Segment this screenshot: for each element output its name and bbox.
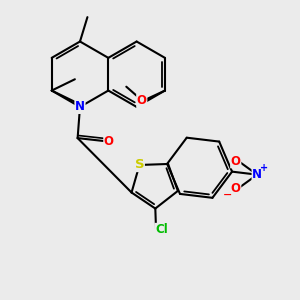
Text: S: S: [135, 158, 144, 172]
Text: +: +: [260, 163, 268, 173]
Text: O: O: [104, 135, 114, 148]
Text: O: O: [137, 94, 147, 107]
Text: −: −: [223, 190, 232, 200]
Text: O: O: [231, 155, 241, 168]
Text: O: O: [231, 182, 241, 194]
Text: Cl: Cl: [155, 224, 168, 236]
Text: N: N: [75, 100, 85, 113]
Text: N: N: [252, 168, 262, 181]
